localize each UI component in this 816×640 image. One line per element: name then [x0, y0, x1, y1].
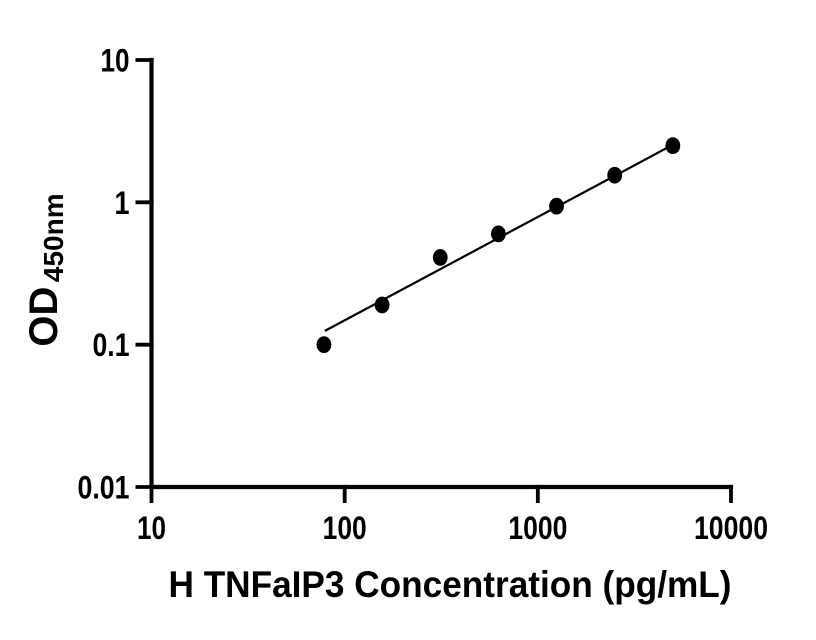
x-tick-label: 100	[323, 510, 367, 546]
data-point	[374, 296, 390, 314]
x-axis-title: H TNFaIP3 Concentration (pg/mL)	[169, 564, 732, 605]
y-tick-label: 0.01	[78, 470, 130, 506]
data-point	[549, 197, 564, 215]
y-tick-label: 0.1	[93, 327, 130, 363]
y-axis-title-subscript: 450nm	[38, 193, 69, 282]
data-point	[432, 249, 448, 266]
y-tick-label: 1	[115, 185, 130, 221]
y-axis-title: OD 450nm	[22, 193, 69, 346]
y-tick-label: 10	[101, 43, 130, 79]
data-point	[316, 336, 332, 354]
data-point	[491, 225, 506, 243]
y-axis-title-main: OD	[22, 287, 66, 347]
x-tick-label: 1000	[508, 510, 567, 546]
data-point	[607, 166, 623, 184]
x-tick-label: 10000	[694, 510, 768, 546]
x-tick-label: 10	[137, 510, 166, 546]
data-point	[665, 137, 681, 155]
